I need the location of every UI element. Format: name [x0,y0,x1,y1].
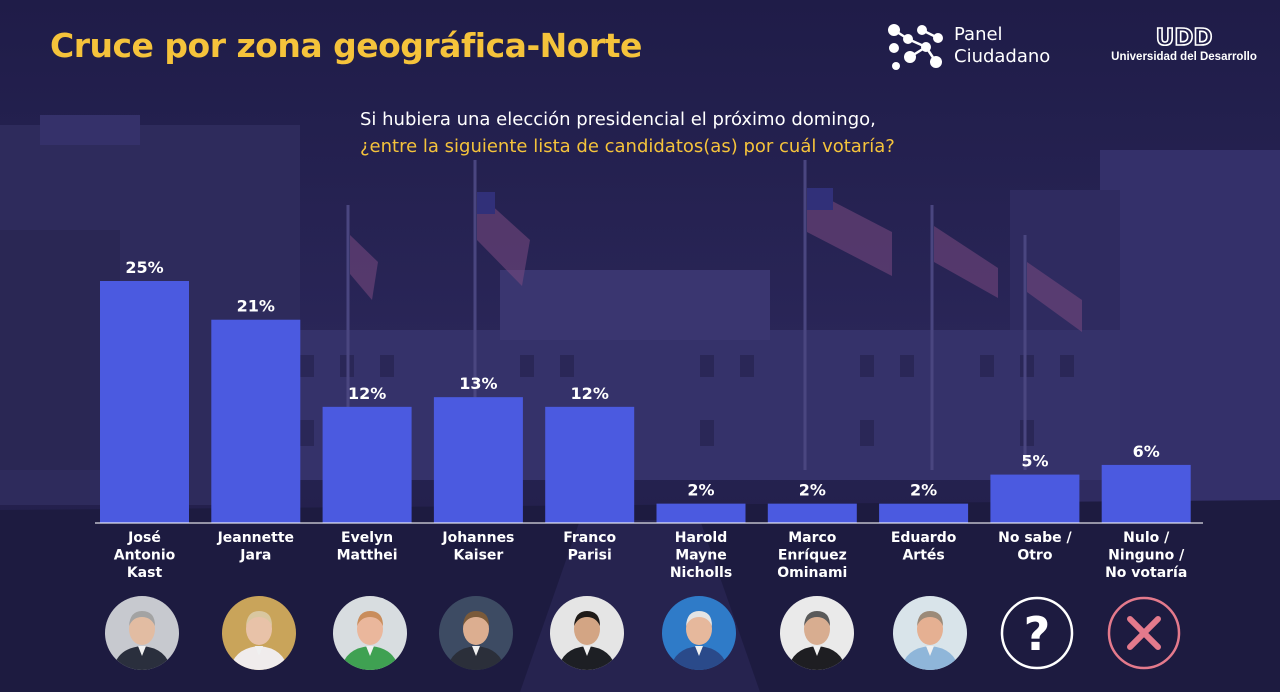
category-label-line: Matthei [337,548,398,564]
category-label: José Antonio Kast [114,530,176,581]
bar-4 [545,406,635,523]
question-line-2: ¿entre la siguiente lista de candidatos(… [360,136,895,157]
category-label-line: Johannes [441,530,514,546]
bar-value-label: 13% [459,374,497,393]
udd-logo-name: Universidad del Desarrollo [1111,51,1257,63]
candidate-photo [105,596,179,670]
category-label: Nulo / Ninguno / No votaría [1105,530,1187,581]
question-line-1: Si hubiera una elección presidencial el … [360,109,876,130]
candidate-photo [662,596,736,670]
bar-value-label: 2% [799,481,826,500]
panel-ciudadano-logo-icon [888,24,943,70]
category-label-line: Otro [1017,548,1052,564]
candidate-photo [780,596,854,670]
panel-ciudadano-line-2: Ciudadano [954,46,1051,67]
candidate-avatars: ? [0,594,1280,674]
bar-1 [211,319,301,523]
category-label-line: Kaiser [453,548,503,564]
category-label: No sabe / Otro [998,530,1072,564]
category-label-line: Enríquez [778,548,847,564]
candidate-photo [550,596,624,670]
bar-value-label: 21% [237,297,275,316]
category-label-line: José [127,530,161,546]
bar-value-label: 2% [687,481,714,500]
category-label-line: Jeannette [217,530,294,546]
bar-value-label: 2% [910,481,937,500]
bar-3 [433,397,523,523]
category-label: Jeannette Jara [217,530,294,564]
category-label-line: Parisi [568,548,612,564]
category-label-line: Harold [675,530,728,546]
category-label: Eduardo Artés [891,530,957,564]
bar-9 [1101,464,1191,523]
category-label-line: No votaría [1105,565,1187,581]
category-label-line: Jara [239,548,271,564]
category-label-line: Mayne [675,548,727,564]
question-mark-icon: ? [1000,596,1074,670]
bar-5 [656,503,746,523]
bar-value-label: 12% [348,384,386,403]
category-label-line: Artés [902,548,944,564]
candidate-photo [333,596,407,670]
bar-value-label: 12% [571,384,609,403]
labels-layer: 25% José Antonio Kast 21% Jeannette Jara 12% Eve… [114,258,1188,581]
bar-2 [322,406,412,523]
udd-logo-mark: UDD [1155,24,1213,48]
category-label: Evelyn Matthei [337,530,398,564]
udd-logo-mark-text: UDD [1156,25,1213,48]
page-title: Cruce por zona geográfica-Norte [50,26,642,65]
panel-ciudadano-line-1: Panel [954,24,1003,45]
category-label-line: Kast [127,565,163,581]
bar-7 [879,503,969,523]
category-label-line: Antonio [114,548,176,564]
survey-question: Si hubiera una elección presidencial el … [360,106,895,160]
cross-icon [1107,596,1181,670]
category-label-line: No sabe / [998,530,1072,546]
panel-ciudadano-logo: Panel Ciudadano [886,22,1096,74]
category-label-line: Marco [788,530,837,546]
category-label: Johannes Kaiser [441,530,514,564]
svg-text:?: ? [1024,607,1051,661]
bars-layer [100,281,1191,523]
category-label-line: Franco [563,530,616,546]
candidate-photo [893,596,967,670]
category-label-line: Ninguno / [1108,548,1185,564]
candidate-photo [222,596,296,670]
category-label: Harold Mayne Nicholls [670,530,732,581]
udd-logo: UDD Universidad del Desarrollo [1104,24,1264,70]
category-label-line: Nicholls [670,565,732,581]
bar-value-label: 25% [125,258,163,277]
category-label-line: Nulo / [1123,530,1170,546]
candidate-photo [439,596,513,670]
panel-ciudadano-wordmark: Panel Ciudadano [954,24,1050,68]
bar-0 [100,281,189,523]
bar-6 [767,503,857,523]
bar-value-label: 5% [1021,452,1048,471]
bar-8 [990,474,1080,523]
category-label-line: Ominami [777,565,847,581]
category-label-line: Evelyn [341,530,393,546]
category-label: Franco Parisi [563,530,616,564]
category-label-line: Eduardo [891,530,957,546]
bar-value-label: 6% [1133,442,1160,461]
category-label: Marco Enríquez Ominami [777,530,847,581]
